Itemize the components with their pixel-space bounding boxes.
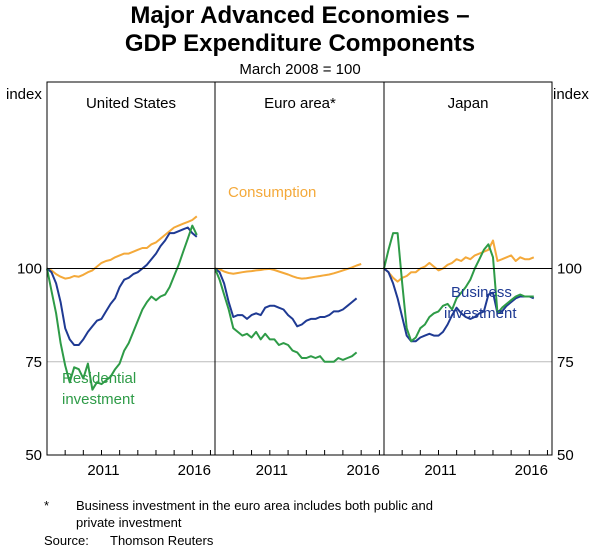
annotation-residential-line1: Residential	[62, 370, 136, 387]
annotation-business-line1: Business	[451, 284, 512, 301]
series-line-consumption-panel-2	[214, 263, 362, 280]
panel-title-euro-area: Euro area*	[264, 95, 336, 112]
plot-border	[46, 81, 553, 456]
y-tick-label-left-75: 75	[25, 354, 42, 371]
annotation-business-line2: investment	[444, 305, 517, 322]
y-tick-label-left-100: 100	[17, 261, 42, 278]
x-tick-label-panel-2-2016: 2016	[346, 462, 379, 479]
x-tick-label-panel-3-2011: 2011	[424, 462, 456, 479]
series-line-residential-panel-3	[383, 232, 534, 343]
panel-title-japan: Japan	[448, 95, 489, 112]
tick-labels: 50 50 75 75 100 100 2011 2016 2011 2016 2011 2016	[17, 261, 582, 480]
series-line-consumption-panel-1	[46, 215, 198, 280]
panel-title-united-states: United States	[86, 95, 176, 112]
footnote-marker: *	[44, 498, 50, 513]
x-tick-label-panel-1-2016: 2016	[178, 462, 211, 479]
footnote-line1: Business investment in the euro area inc…	[76, 498, 433, 513]
chart-title-line1: Major Advanced Economies –	[130, 2, 470, 29]
chart-title-line2: GDP Expenditure Components	[124, 30, 476, 57]
series-line-business-panel-2	[214, 267, 358, 328]
footnote-line2: private investment	[76, 515, 182, 530]
series-line-residential-panel-1	[46, 224, 198, 391]
chart-text: index index United States Euro area* Jap…	[6, 86, 589, 408]
x-tick-label-panel-1-2011: 2011	[87, 462, 119, 479]
series-lines	[46, 215, 535, 391]
plot-frame	[46, 81, 553, 456]
series-line-business-panel-3	[383, 267, 535, 343]
series-line-residential-panel-2	[214, 268, 358, 363]
y-tick-label-right-100: 100	[557, 261, 582, 278]
annotation-residential-line2: investment	[62, 391, 135, 408]
annotation-consumption: Consumption	[228, 184, 316, 201]
y-tick-label-right-75: 75	[557, 354, 574, 371]
source-label: Source:	[44, 533, 89, 548]
chart-subtitle: March 2008 = 100	[239, 61, 361, 78]
y-tick-label-right-50: 50	[557, 447, 574, 464]
y-axis-label-left: index	[6, 86, 42, 103]
series-line-consumption-panel-3	[383, 239, 535, 283]
source-text: Thomson Reuters	[110, 533, 214, 548]
series-line-business-panel-1	[46, 226, 198, 346]
x-tick-label-panel-2-2011: 2011	[256, 462, 288, 479]
y-axis-label-right: index	[553, 86, 589, 103]
y-tick-label-left-50: 50	[25, 447, 42, 464]
x-tick-label-panel-3-2016: 2016	[515, 462, 548, 479]
